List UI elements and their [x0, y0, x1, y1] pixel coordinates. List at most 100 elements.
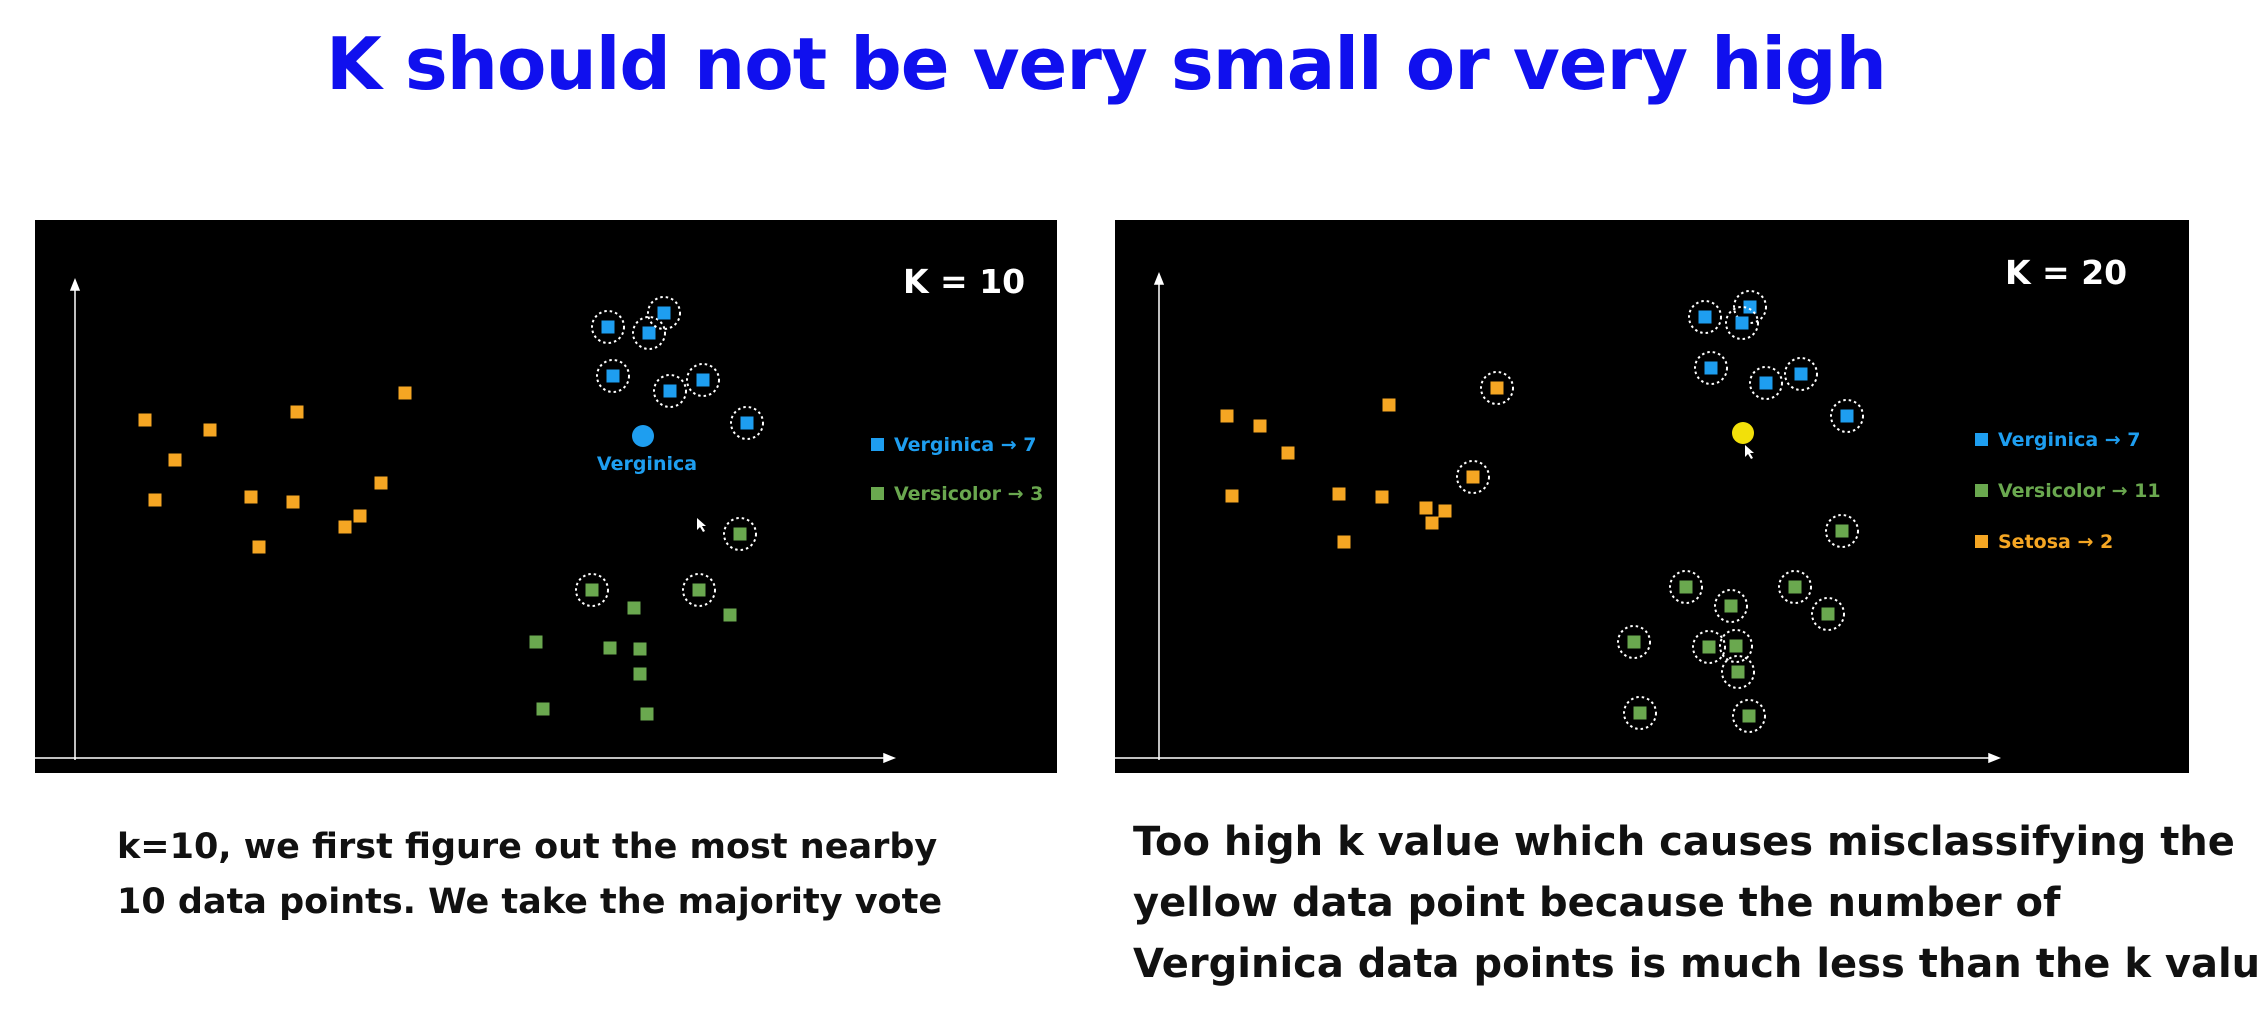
k-value-label: K = 10 — [903, 262, 1025, 301]
setosa-point — [252, 540, 266, 554]
caption-k20: Too high k value which causes misclassif… — [1133, 812, 2261, 995]
mouse-cursor-icon — [697, 518, 706, 532]
query-point — [1732, 422, 1754, 444]
verginica-point — [1759, 376, 1773, 390]
setosa-point — [1253, 419, 1267, 433]
verginica-point — [663, 384, 677, 398]
y-axis-arrow — [1153, 271, 1165, 285]
neighbor-highlight-ring — [1784, 357, 1818, 391]
versicolor-point — [627, 601, 641, 615]
setosa-point — [1425, 516, 1439, 530]
neighbor-highlight-ring — [575, 573, 609, 607]
verginica-point — [1704, 361, 1718, 375]
setosa-point — [1220, 409, 1234, 423]
setosa-point — [1337, 535, 1351, 549]
versicolor-point — [633, 667, 647, 681]
verginica-point — [696, 373, 710, 387]
k20-plot: K = 20 Verginica → 7 Versicolor → 11 Set… — [1115, 253, 2161, 764]
neighbor-highlight-ring — [647, 296, 681, 330]
verginica-point — [606, 369, 620, 383]
setosa-point — [353, 509, 367, 523]
versicolor-point — [733, 527, 747, 541]
neighbor-highlight-ring — [1669, 570, 1703, 604]
setosa-point — [1382, 398, 1396, 412]
neighbor-highlight-ring — [1721, 655, 1755, 689]
legend-verginica-swatch — [871, 438, 884, 451]
knn-k10-diagram: Verginica K = 10 Verginica → 7 Versicolo… — [35, 220, 1057, 773]
neighbor-highlight-ring — [1732, 699, 1766, 733]
neighbor-highlight-ring — [596, 359, 630, 393]
query-point — [632, 425, 654, 447]
data-points — [138, 296, 764, 721]
neighbor-highlight-ring — [1811, 597, 1845, 631]
setosa-point — [374, 476, 388, 490]
setosa-point — [244, 490, 258, 504]
versicolor-point — [585, 583, 599, 597]
x-axis-arrow — [883, 752, 897, 764]
neighbor-highlight-ring — [1733, 290, 1767, 324]
knn-k20-diagram: K = 20 Verginica → 7 Versicolor → 11 Set… — [1115, 220, 2189, 773]
versicolor-point — [1731, 665, 1745, 679]
neighbor-highlight-ring — [1825, 514, 1859, 548]
setosa-point — [1419, 501, 1433, 515]
legend-versicolor-swatch — [871, 487, 884, 500]
neighbor-highlight-ring — [1692, 630, 1726, 664]
versicolor-point — [1835, 524, 1849, 538]
verginica-point — [1840, 409, 1854, 423]
neighbor-highlight-ring — [1617, 625, 1651, 659]
versicolor-point — [1821, 607, 1835, 621]
versicolor-point — [536, 702, 550, 716]
versicolor-point — [723, 608, 737, 622]
neighbor-highlight-ring — [1749, 366, 1783, 400]
neighbor-highlight-ring — [730, 406, 764, 440]
versicolor-point — [1702, 640, 1716, 654]
caption-line: Verginica data points is much less than … — [1133, 941, 2261, 987]
versicolor-point — [529, 635, 543, 649]
verginica-point — [601, 320, 615, 334]
setosa-point — [203, 423, 217, 437]
setosa-point — [1225, 489, 1239, 503]
mouse-cursor-icon — [1745, 445, 1754, 459]
verginica-point — [657, 306, 671, 320]
neighbor-highlight-ring — [1714, 589, 1748, 623]
versicolor-point — [1633, 706, 1647, 720]
setosa-point — [168, 453, 182, 467]
verginica-point — [1743, 300, 1757, 314]
versicolor-point — [1679, 580, 1693, 594]
setosa-point — [1438, 504, 1452, 518]
verginica-point — [1698, 310, 1712, 324]
caption-line: 10 data points. We take the majority vot… — [117, 882, 943, 922]
verginica-point — [642, 326, 656, 340]
legend-verginica: Verginica → 7 — [894, 434, 1037, 456]
verginica-point — [1735, 316, 1749, 330]
versicolor-point — [1729, 639, 1743, 653]
x-axis-arrow — [1988, 752, 2002, 764]
versicolor-point — [633, 642, 647, 656]
neighbor-highlight-ring — [723, 517, 757, 551]
neighbor-highlight-ring — [632, 316, 666, 350]
neighbor-highlight-ring — [1830, 399, 1864, 433]
k10-plot: Verginica K = 10 Verginica → 7 Versicolo… — [35, 262, 1043, 764]
versicolor-point — [603, 641, 617, 655]
setosa-point — [1281, 446, 1295, 460]
neighbor-highlight-ring — [1694, 351, 1728, 385]
neighbor-highlight-ring — [686, 363, 720, 397]
legend-verginica-swatch — [1975, 433, 1988, 446]
neighbor-highlight-ring — [682, 573, 716, 607]
versicolor-point — [1627, 635, 1641, 649]
setosa-point — [1490, 381, 1504, 395]
verginica-point — [740, 416, 754, 430]
setosa-point — [338, 520, 352, 534]
versicolor-point — [1724, 599, 1738, 613]
setosa-point — [290, 405, 304, 419]
neighbor-highlight-ring — [591, 310, 625, 344]
axes — [1115, 271, 2002, 764]
neighbor-highlight-ring — [1778, 570, 1812, 604]
legend-verginica: Verginica → 7 — [1998, 429, 2141, 451]
caption-line: yellow data point because the number of — [1133, 880, 2061, 926]
axes — [35, 277, 897, 764]
k-value-label: K = 20 — [2005, 253, 2127, 292]
setosa-point — [398, 386, 412, 400]
neighbor-highlight-ring — [1456, 460, 1490, 494]
data-points — [1220, 290, 1864, 733]
